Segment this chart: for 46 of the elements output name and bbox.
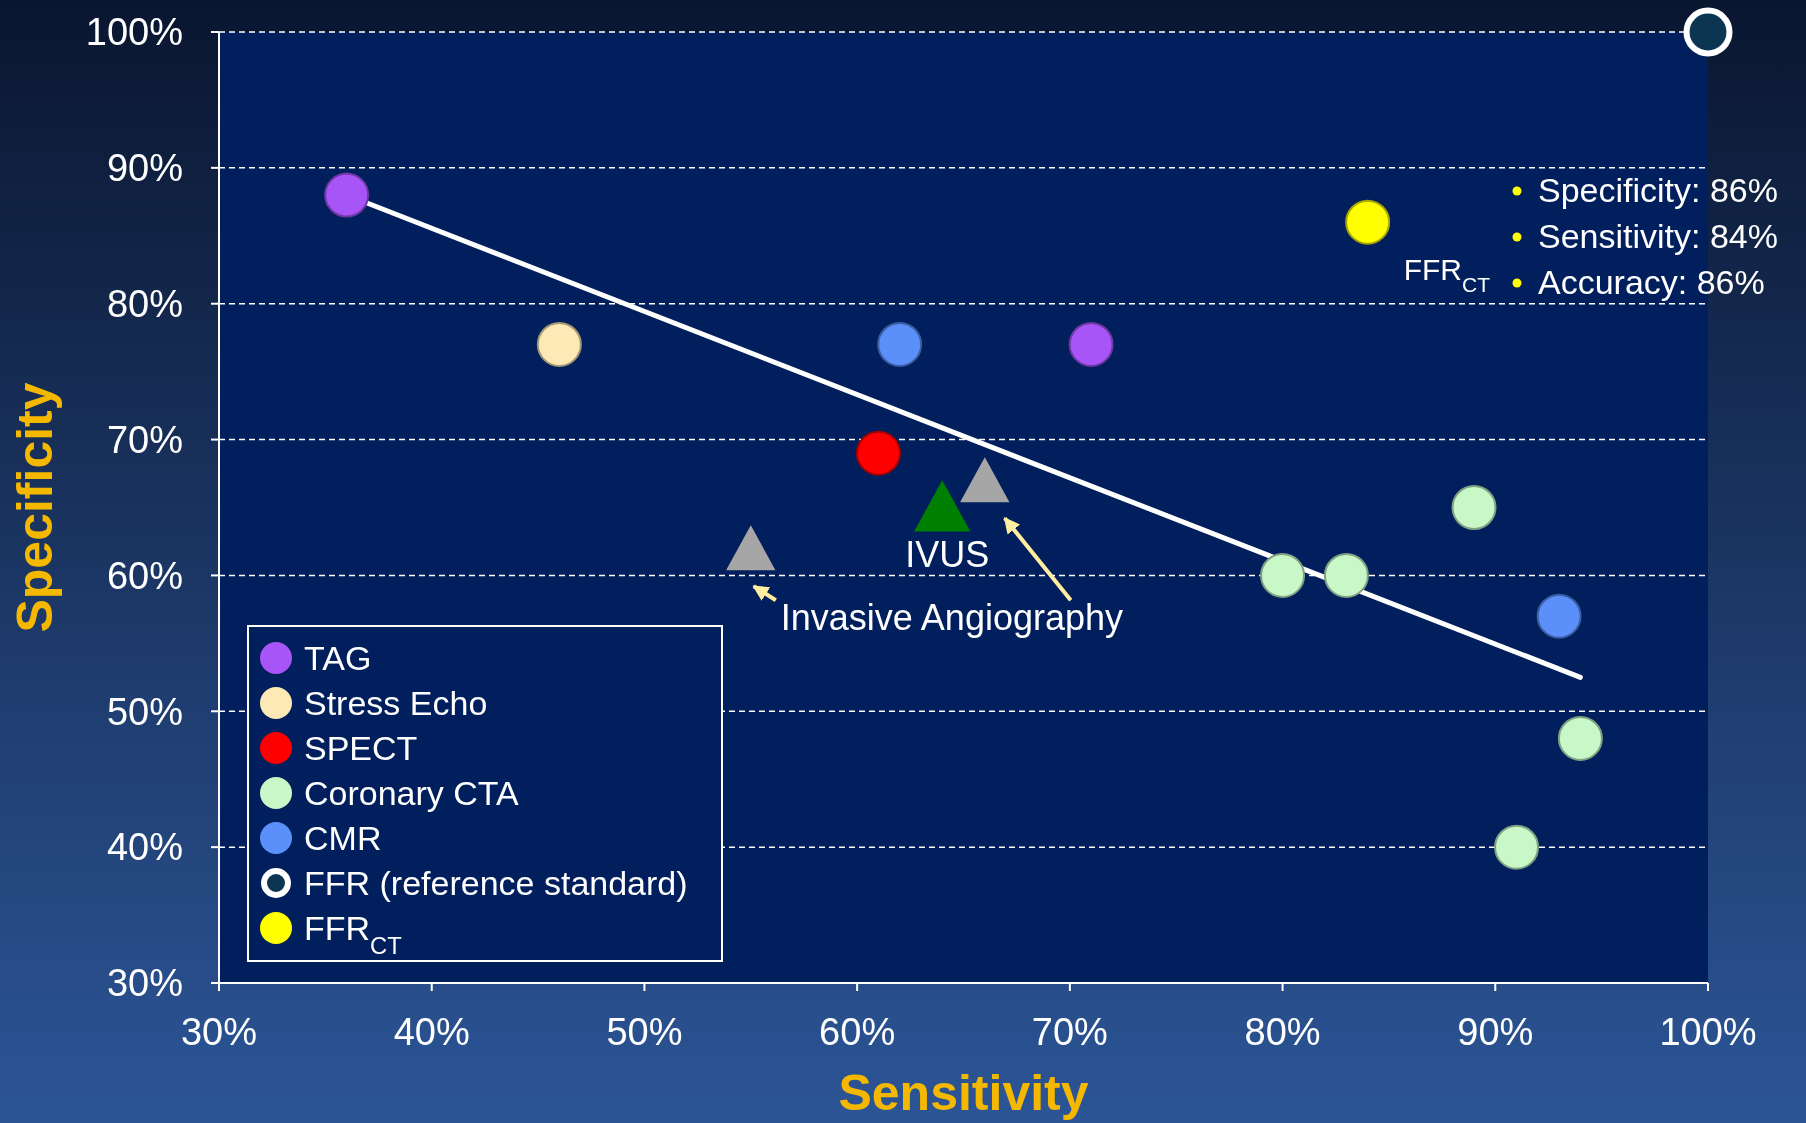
point [1451, 485, 1497, 530]
y-tick-label: 80% [106, 283, 183, 326]
point [1494, 824, 1540, 870]
point [1536, 593, 1582, 639]
y-tick-label: 30% [106, 962, 183, 1005]
point [960, 458, 1009, 503]
legend-label: Stress Echo [304, 683, 488, 722]
y-tick-label: 50% [106, 690, 183, 733]
point [726, 526, 775, 571]
point [1345, 199, 1391, 245]
point [1260, 552, 1306, 598]
annotation: Accuracy: 86% [1538, 263, 1765, 301]
point [877, 322, 923, 367]
x-tick-label: 80% [1244, 1011, 1321, 1053]
annotation: FFR$_{CT}$ [1403, 253, 1491, 296]
x-tick-label: 40% [393, 1011, 470, 1053]
y-tick-label: 90% [106, 147, 183, 190]
y-tick-label: 70% [106, 418, 183, 461]
x-tick-label: 90% [1457, 1011, 1534, 1053]
annotation: Sensitivity: 84% [1538, 217, 1778, 255]
point [1068, 322, 1114, 367]
x-tick-label: 30% [180, 1011, 258, 1053]
y-tick-label: 100% [85, 11, 183, 54]
point [1557, 716, 1603, 761]
x-tick-label: 100% [1659, 1011, 1757, 1053]
point [855, 430, 901, 476]
series-label: Invasive Angiography [780, 597, 1124, 639]
x-tick-label: 50% [606, 1011, 683, 1053]
point [1323, 552, 1369, 598]
annotation: Specificity: 86% [1538, 171, 1778, 209]
point [324, 172, 370, 218]
series-label: IVUS [905, 533, 990, 575]
x-tick-label: 60% [819, 1011, 896, 1053]
legend-label: FFR$_{CT}$ [304, 908, 402, 959]
legend-label: FFR (reference standard) [304, 863, 688, 902]
y-tick-label: 60% [106, 554, 183, 597]
point [536, 322, 582, 367]
point [1683, 7, 1733, 57]
y-axis-title: Specificity [7, 382, 63, 633]
x-axis-title: Sensitivity [838, 1065, 1089, 1121]
legend-label: Coronary CTA [304, 773, 520, 812]
x-tick-label: 70% [1031, 1011, 1108, 1053]
legend-label: CMR [304, 818, 382, 857]
legend-label: TAG [304, 638, 372, 677]
legend-label: SPECT [304, 728, 418, 767]
y-tick-label: 40% [106, 826, 183, 869]
